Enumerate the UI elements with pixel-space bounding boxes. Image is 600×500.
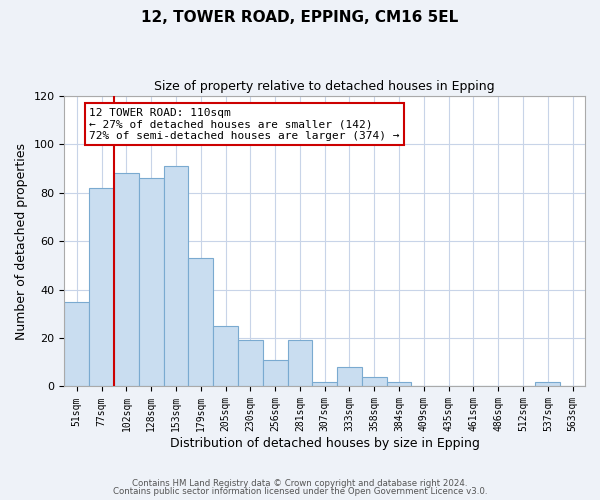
Bar (337, 367, 362, 386)
Bar (238, 340, 263, 386)
Bar (313, 382, 337, 386)
Y-axis label: Number of detached properties: Number of detached properties (15, 142, 28, 340)
Bar (213, 326, 238, 386)
Bar (114, 173, 139, 386)
Text: 12 TOWER ROAD: 110sqm
← 27% of detached houses are smaller (142)
72% of semi-det: 12 TOWER ROAD: 110sqm ← 27% of detached … (89, 108, 400, 141)
Bar (188, 258, 213, 386)
Text: 12, TOWER ROAD, EPPING, CM16 5EL: 12, TOWER ROAD, EPPING, CM16 5EL (142, 10, 458, 25)
Bar (164, 166, 188, 386)
Bar (287, 340, 313, 386)
Bar (362, 377, 386, 386)
X-axis label: Distribution of detached houses by size in Epping: Distribution of detached houses by size … (170, 437, 479, 450)
Bar (139, 178, 164, 386)
Bar (64, 302, 89, 386)
Text: Contains public sector information licensed under the Open Government Licence v3: Contains public sector information licen… (113, 488, 487, 496)
Text: Contains HM Land Registry data © Crown copyright and database right 2024.: Contains HM Land Registry data © Crown c… (132, 478, 468, 488)
Bar (535, 382, 560, 386)
Bar (386, 382, 412, 386)
Bar (89, 188, 114, 386)
Bar (263, 360, 287, 386)
Title: Size of property relative to detached houses in Epping: Size of property relative to detached ho… (154, 80, 495, 93)
